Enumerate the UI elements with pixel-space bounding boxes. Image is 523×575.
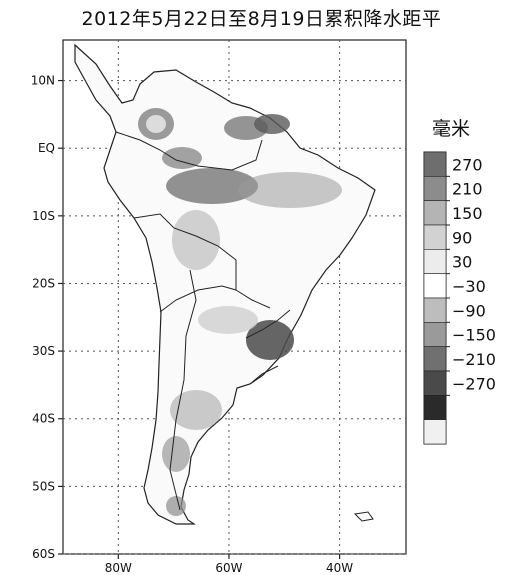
legend-label: 90 [452, 228, 472, 247]
longitude-tick-label: 40W [326, 561, 353, 575]
legend-swatch [423, 224, 447, 250]
latitude-tick-label: 10N [31, 74, 55, 88]
anomaly-shading [138, 108, 342, 516]
legend-swatch [423, 297, 447, 323]
legend-swatch [423, 151, 447, 177]
latitude-tick-label: 20S [32, 276, 55, 290]
latitude-axis: 10N EQ 10S 20S 30S 40S 50S 60S [31, 74, 63, 561]
latitude-tick-label: 50S [32, 479, 55, 493]
legend-swatch [423, 322, 447, 347]
legend-label: 210 [452, 180, 483, 199]
longitude-tick-label: 60W [215, 561, 242, 575]
map-title: 2012年5月22日至8月19日累积降水距平 [81, 8, 442, 30]
south-america-land [74, 43, 376, 525]
legend-label: −30 [452, 277, 486, 296]
latitude-tick-label: EQ [38, 141, 55, 155]
legend-unit-label: 毫米 [432, 118, 471, 140]
latitude-tick-label: 30S [32, 344, 55, 358]
legend-label: 30 [452, 253, 472, 272]
legend-swatch [423, 370, 447, 396]
legend: 270 210 150 90 30 −30 −90 −150 −210 −270 [423, 151, 496, 445]
legend-swatch [423, 176, 447, 201]
legend-swatch [423, 200, 447, 226]
country-borders [115, 131, 291, 511]
legend-label: −90 [452, 301, 486, 320]
legend-swatch [423, 395, 447, 420]
longitude-axis: 80W 60W 40W [105, 554, 353, 575]
legend-label: 270 [452, 155, 483, 174]
legend-label: −270 [452, 374, 496, 393]
legend-label: −210 [452, 350, 496, 369]
legend-label: 150 [452, 204, 483, 223]
legend-swatch [423, 346, 447, 372]
latitude-tick-label: 10S [32, 209, 55, 223]
latitude-tick-label: 40S [32, 412, 55, 426]
legend-label: −150 [452, 326, 496, 345]
legend-swatch [423, 419, 447, 445]
legend-swatch [423, 273, 447, 299]
latitude-tick-label: 60S [32, 547, 55, 561]
legend-swatch [423, 249, 447, 274]
falkland-islands [353, 511, 374, 522]
longitude-tick-label: 80W [105, 561, 132, 575]
